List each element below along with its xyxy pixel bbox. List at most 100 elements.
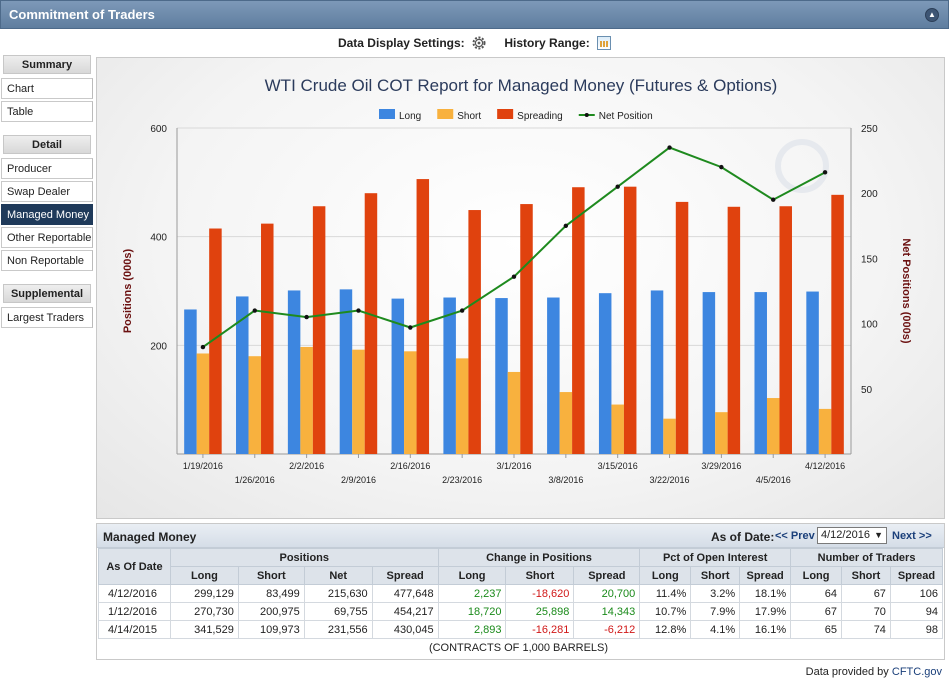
table-panel: Managed Money As of Date: << Prev 4/12/2… — [96, 523, 945, 660]
units-note: (CONTRACTS OF 1,000 BARRELS) — [428, 641, 609, 654]
cell-chg-spread: 20,700 — [573, 584, 641, 603]
sub-header-spread: Spread — [739, 566, 792, 585]
sidebar-item-chart[interactable]: Chart — [1, 78, 93, 99]
net-position-point — [563, 223, 569, 228]
sub-header-long: Long — [437, 566, 507, 585]
sub-header-net: Net — [303, 566, 373, 585]
cell-pos-spread: 454,217 — [371, 602, 439, 621]
net-position-point — [200, 344, 206, 350]
sub-header-long: Long — [169, 566, 239, 585]
cell-pos-short: 200,975 — [237, 602, 305, 621]
collapse-icon[interactable]: ▲ — [925, 8, 939, 22]
cell-pos-net: 215,630 — [303, 584, 373, 603]
net-position-point — [304, 314, 309, 320]
bar-short — [818, 408, 832, 454]
bar-long — [702, 292, 716, 454]
data-source-footer: Data provided by CFTC.gov — [806, 666, 942, 678]
legend-label: Short — [457, 111, 481, 122]
bar-short — [196, 353, 210, 454]
calendar-icon[interactable] — [597, 36, 612, 50]
legend-label: Long — [399, 111, 421, 122]
sidebar-item-non-reportable[interactable]: Non Reportable — [1, 250, 93, 271]
bar-spreading — [572, 187, 585, 454]
sub-header-spread: Spread — [573, 566, 641, 585]
date-select[interactable]: 4/12/2016 ▼ — [817, 527, 887, 544]
x-tick-label: 2/9/2016 — [341, 475, 376, 485]
bar-short — [663, 418, 676, 454]
net-position-point — [459, 308, 465, 313]
bar-short — [611, 404, 624, 454]
cell-pct-spread: 18.1% — [739, 584, 792, 603]
cot-table: As Of Date Positions Change in Positions… — [98, 548, 944, 657]
x-tick-label: 2/16/2016 — [390, 461, 430, 471]
bar-long — [495, 298, 508, 454]
cell-date: 4/12/2016 — [98, 584, 171, 603]
x-tick-label: 1/26/2016 — [235, 475, 275, 485]
bar-short — [248, 356, 262, 454]
bar-long — [547, 297, 560, 454]
net-position-point — [719, 164, 724, 170]
cell-chg-spread: -6,212 — [573, 620, 641, 639]
x-tick-label: 3/15/2016 — [598, 461, 638, 471]
cell-pos-spread: 430,045 — [371, 620, 439, 639]
table-row: 4/12/2016 299,129 83,499 215,630 477,648… — [98, 584, 944, 603]
sub-header-long: Long — [790, 566, 843, 585]
sidebar-item-swap-dealer[interactable]: Swap Dealer — [1, 181, 93, 202]
cell-date: 1/12/2016 — [98, 602, 171, 621]
x-tick-label: 3/8/2016 — [548, 475, 583, 485]
cell-tr-spread: 106 — [889, 584, 944, 603]
bar-spreading — [623, 186, 637, 454]
bar-short — [300, 346, 313, 454]
y-tick-label: 600 — [150, 124, 167, 135]
sidebar-item-table[interactable]: Table — [1, 101, 93, 122]
bar-short — [715, 412, 728, 454]
as-of-label: As of Date: — [711, 530, 775, 544]
cell-pos-net: 69,755 — [303, 602, 373, 621]
cell-tr-short: 74 — [841, 620, 891, 639]
gear-icon[interactable] — [471, 35, 487, 51]
cell-chg-spread: 14,343 — [573, 602, 641, 621]
legend-swatch — [379, 109, 395, 119]
sidebar-item-other-reportable[interactable]: Other Reportable — [1, 227, 93, 248]
net-position-point — [511, 274, 517, 279]
cell-pct-spread: 17.9% — [739, 602, 792, 621]
x-tick-label: 4/5/2016 — [756, 475, 791, 485]
sub-header-short: Short — [237, 566, 305, 585]
cell-chg-long: 18,720 — [437, 602, 507, 621]
bar-spreading — [520, 204, 533, 454]
x-tick-label: 2/2/2016 — [289, 461, 324, 471]
cell-tr-long: 65 — [790, 620, 843, 639]
header-change: Change in Positions — [437, 548, 641, 567]
sidebar-item-producer[interactable]: Producer — [1, 158, 93, 179]
x-tick-label: 1/19/2016 — [183, 461, 223, 471]
y2-axis-title: Net Positions (000s) — [900, 238, 912, 343]
y2-tick-label: 200 — [861, 189, 878, 200]
sidebar-item-largest-traders[interactable]: Largest Traders — [1, 307, 93, 328]
cell-pct-short: 4.1% — [690, 620, 741, 639]
header-as-of-date: As Of Date — [98, 548, 171, 585]
bar-short — [559, 392, 573, 454]
prev-link[interactable]: << Prev — [775, 530, 815, 542]
bar-long — [391, 298, 405, 454]
legend-swatch — [437, 109, 454, 119]
header-pct: Pct of Open Interest — [639, 548, 792, 567]
bar-long — [236, 296, 249, 454]
cell-pos-net: 231,556 — [303, 620, 373, 639]
bar-long — [754, 292, 767, 454]
bar-spreading — [468, 210, 481, 454]
cell-tr-short: 67 — [841, 584, 891, 603]
sidebar-item-managed-money[interactable]: Managed Money — [1, 204, 93, 225]
cot-chart: WTI Crude Oil COT Report for Managed Mon… — [122, 76, 912, 485]
cell-pct-spread: 16.1% — [739, 620, 792, 639]
cell-tr-short: 70 — [841, 602, 891, 621]
table-row: 4/14/2015 341,529 109,973 231,556 430,04… — [98, 620, 944, 639]
cell-chg-long: 2,893 — [437, 620, 507, 639]
bar-short — [455, 358, 469, 454]
bar-spreading — [209, 228, 222, 454]
cell-tr-long: 67 — [790, 602, 843, 621]
bar-spreading — [312, 206, 326, 454]
next-link[interactable]: Next >> — [892, 530, 932, 542]
cftc-link[interactable]: CFTC.gov — [891, 666, 942, 678]
sub-header-spread: Spread — [371, 566, 439, 585]
bar-long — [443, 297, 456, 454]
